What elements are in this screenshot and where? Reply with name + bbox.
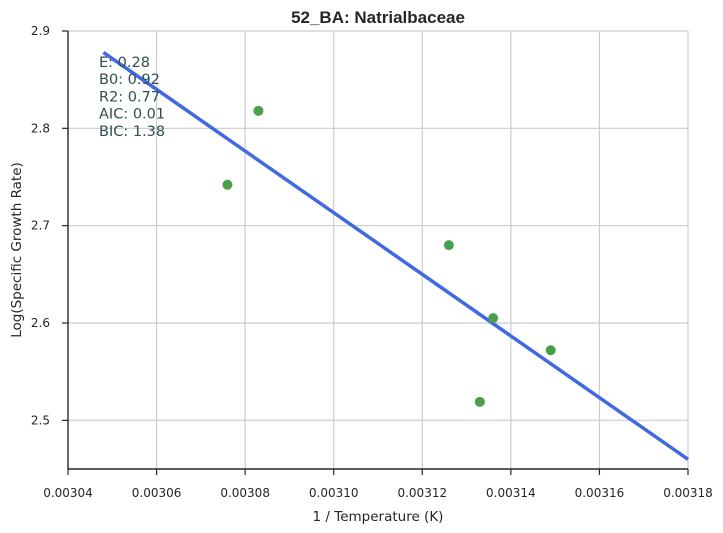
x-tick-label: 0.00306 — [132, 486, 182, 500]
y-tick-label: 2.7 — [31, 219, 50, 233]
data-point — [474, 396, 485, 407]
fit-line-group — [102, 50, 689, 461]
fit-statistic: AIC: 0.01 — [99, 107, 165, 123]
y-axis-label: Log(Specific Growth Rate) — [9, 162, 25, 338]
data-point — [545, 345, 556, 356]
chart-title: 52_BA: Natrialbaceae — [291, 8, 465, 27]
fit-statistic: B0: 0.92 — [99, 72, 160, 88]
data-point — [443, 240, 454, 251]
y-tick-label: 2.6 — [31, 316, 50, 330]
y-tick-label: 2.8 — [31, 121, 50, 135]
y-tick-label: 2.5 — [31, 413, 50, 427]
y-tick-label: 2.9 — [31, 24, 50, 38]
x-tick-label: 0.00304 — [43, 486, 93, 500]
fit-statistic: R2: 0.77 — [99, 89, 160, 105]
data-point — [253, 105, 264, 116]
x-tick-label: 0.00312 — [397, 486, 447, 500]
x-tick-label: 0.00310 — [309, 486, 359, 500]
data-points — [222, 105, 556, 407]
data-point — [488, 313, 499, 324]
axes: 0.00304 0.00306 0.00308 0.00310 0.00312 0.003… — [31, 24, 713, 500]
x-tick-label: 0.00316 — [575, 486, 625, 500]
x-tick-label: 0.00318 — [663, 486, 713, 500]
x-tick-label: 0.00314 — [486, 486, 536, 500]
fit-line — [102, 50, 689, 461]
data-point — [222, 179, 233, 190]
x-axis-label: 1 / Temperature (K) — [313, 509, 444, 525]
fit-statistic: E: 0.28 — [99, 55, 150, 71]
grid — [68, 30, 689, 469]
x-tick-label: 0.00308 — [220, 486, 270, 500]
fit-statistic: BIC: 1.38 — [99, 124, 165, 140]
